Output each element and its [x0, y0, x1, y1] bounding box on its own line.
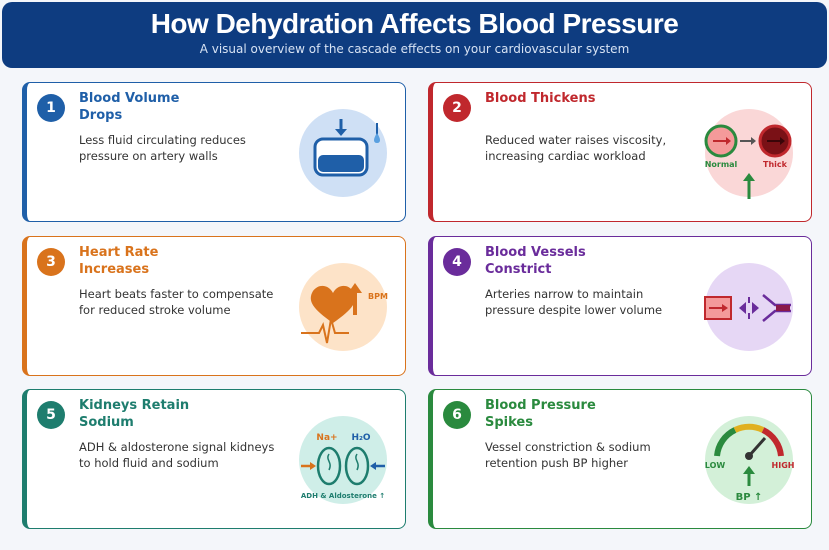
- step-number: 3: [37, 248, 65, 276]
- icon: Na+ H₂O ADH & Aldosterone ↑: [299, 416, 387, 504]
- icon-label: LOW: [705, 461, 726, 470]
- step-number: 1: [37, 94, 65, 122]
- card: 5 Kidneys Retain Sodium ADH & aldosteron…: [22, 389, 406, 529]
- title: How Dehydration Affects Blood Pressure: [150, 8, 679, 39]
- step-number: 6: [443, 401, 471, 429]
- step-number: 5: [37, 401, 65, 429]
- card-description: Reduced water raises viscosity, increasi…: [485, 133, 667, 163]
- card: 4 Blood Vessels Constrict Arteries narro…: [428, 236, 812, 376]
- step-number: 2: [443, 94, 471, 122]
- icon-label: H₂O: [351, 433, 370, 443]
- step-number: 4: [443, 248, 471, 276]
- card: 6 Blood Pressure Spikes Vessel constrict…: [428, 389, 812, 529]
- card-title: Blood Vessels Constrict: [485, 245, 586, 277]
- icon-label: Thick: [763, 160, 788, 169]
- icon-label: BP ↑: [736, 492, 763, 503]
- card-description: Arteries narrow to maintain pressure des…: [485, 287, 663, 317]
- card-title: Kidneys Retain Sodium: [79, 398, 190, 430]
- icon: BPM: [299, 263, 388, 351]
- card-title: Blood Volume Drops: [79, 91, 180, 123]
- card-title: Heart Rate Increases: [79, 245, 159, 277]
- icon-label: Normal: [705, 160, 738, 169]
- header: How Dehydration Affects Blood Pressure A…: [2, 2, 827, 68]
- icon: [704, 263, 793, 351]
- icon: LOW HIGH BP ↑: [705, 416, 795, 504]
- card-title: Blood Pressure Spikes: [485, 398, 596, 430]
- icon: [299, 109, 387, 197]
- icon-label: HIGH: [772, 461, 795, 470]
- card: 2 Blood Thickens Reduced water raises vi…: [428, 82, 812, 222]
- card: 1 Blood Volume Drops Less fluid circulat…: [22, 82, 406, 222]
- subtitle: A visual overview of the cascade effects…: [199, 42, 630, 56]
- card-title: Blood Thickens: [485, 91, 596, 106]
- icon: Normal Thick: [704, 109, 793, 199]
- card-description: Heart beats faster to compensate for red…: [79, 287, 274, 317]
- icon-label: BPM: [368, 292, 388, 301]
- card-description: Vessel constriction & sodium retention p…: [485, 440, 651, 470]
- card: 3 Heart Rate Increases Heart beats faste…: [22, 236, 406, 376]
- icon-label: Na+: [316, 433, 337, 443]
- card-description: Less fluid circulating reduces pressure …: [79, 133, 246, 163]
- icon-label: ADH & Aldosterone ↑: [301, 492, 385, 500]
- card-description: ADH & aldosterone signal kidneys to hold…: [79, 440, 275, 470]
